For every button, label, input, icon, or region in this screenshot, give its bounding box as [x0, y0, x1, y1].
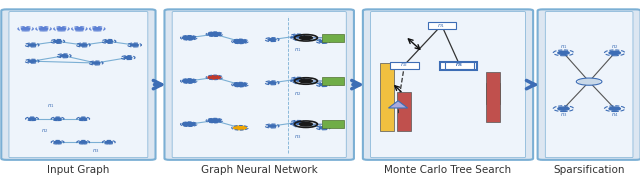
Circle shape — [579, 79, 600, 85]
Circle shape — [131, 44, 138, 46]
Circle shape — [208, 76, 221, 79]
Bar — [486, 83, 500, 104]
Text: $n_3$: $n_3$ — [294, 133, 301, 141]
Circle shape — [54, 40, 61, 42]
FancyBboxPatch shape — [1, 9, 156, 160]
Circle shape — [268, 82, 276, 84]
Circle shape — [300, 122, 312, 126]
Bar — [322, 34, 344, 42]
Circle shape — [124, 57, 132, 59]
Circle shape — [57, 28, 66, 30]
FancyBboxPatch shape — [371, 12, 525, 158]
Text: $n_2$: $n_2$ — [41, 127, 49, 135]
Circle shape — [182, 122, 195, 126]
FancyBboxPatch shape — [164, 9, 354, 160]
Circle shape — [294, 121, 301, 123]
FancyBboxPatch shape — [538, 9, 640, 160]
FancyBboxPatch shape — [172, 12, 346, 158]
Text: Graph Neural Network: Graph Neural Network — [201, 165, 317, 175]
Bar — [380, 63, 394, 131]
Circle shape — [319, 40, 327, 42]
Circle shape — [39, 28, 48, 30]
Circle shape — [558, 107, 569, 110]
FancyBboxPatch shape — [390, 62, 419, 69]
Bar — [397, 92, 411, 131]
Circle shape — [300, 36, 312, 40]
Circle shape — [558, 51, 569, 54]
Text: Input Graph: Input Graph — [47, 165, 109, 175]
Bar — [486, 72, 500, 122]
Text: $n_3$: $n_3$ — [560, 111, 567, 119]
FancyBboxPatch shape — [363, 9, 533, 160]
Circle shape — [182, 36, 195, 40]
Circle shape — [208, 119, 221, 122]
Circle shape — [28, 44, 36, 46]
Circle shape — [268, 125, 276, 127]
FancyBboxPatch shape — [445, 62, 474, 69]
Circle shape — [75, 28, 84, 30]
Circle shape — [234, 83, 246, 86]
Circle shape — [79, 44, 87, 46]
Text: $n_3$: $n_3$ — [92, 147, 100, 155]
Text: Monte Carlo Tree Search: Monte Carlo Tree Search — [385, 165, 511, 175]
Bar — [322, 77, 344, 85]
FancyBboxPatch shape — [9, 12, 148, 158]
Text: $n_1$: $n_1$ — [47, 102, 55, 110]
Circle shape — [80, 118, 87, 120]
Text: $n_1$: $n_1$ — [294, 46, 301, 54]
Text: $n_2$: $n_2$ — [401, 61, 408, 69]
Text: $n_3$: $n_3$ — [455, 61, 464, 69]
FancyBboxPatch shape — [545, 12, 633, 158]
Circle shape — [54, 141, 61, 143]
Circle shape — [609, 107, 620, 110]
Circle shape — [105, 40, 113, 42]
Circle shape — [21, 28, 30, 30]
Circle shape — [54, 118, 61, 120]
Circle shape — [234, 40, 246, 43]
Circle shape — [106, 141, 113, 143]
Text: $n_4$: $n_4$ — [611, 111, 619, 119]
Bar — [322, 120, 344, 128]
Circle shape — [208, 32, 221, 36]
Text: Sparsification: Sparsification — [554, 165, 625, 175]
Circle shape — [29, 118, 36, 120]
Circle shape — [92, 62, 100, 64]
FancyBboxPatch shape — [428, 22, 456, 29]
Circle shape — [609, 51, 620, 54]
Circle shape — [294, 35, 301, 37]
Text: $n_2$: $n_2$ — [611, 43, 618, 51]
Circle shape — [319, 84, 327, 86]
Circle shape — [294, 78, 301, 80]
Text: $n_2$: $n_2$ — [294, 90, 301, 98]
Circle shape — [60, 55, 68, 57]
Text: $n_3$: $n_3$ — [455, 61, 464, 69]
Circle shape — [28, 60, 36, 62]
Circle shape — [300, 79, 312, 83]
Circle shape — [93, 28, 102, 30]
Text: $n_1$: $n_1$ — [560, 43, 567, 51]
Circle shape — [268, 39, 276, 41]
Circle shape — [319, 127, 327, 129]
FancyBboxPatch shape — [440, 62, 477, 70]
Circle shape — [234, 126, 246, 130]
Polygon shape — [388, 101, 408, 108]
Text: $n_1$: $n_1$ — [437, 22, 446, 30]
Circle shape — [182, 79, 195, 83]
Circle shape — [80, 141, 87, 143]
